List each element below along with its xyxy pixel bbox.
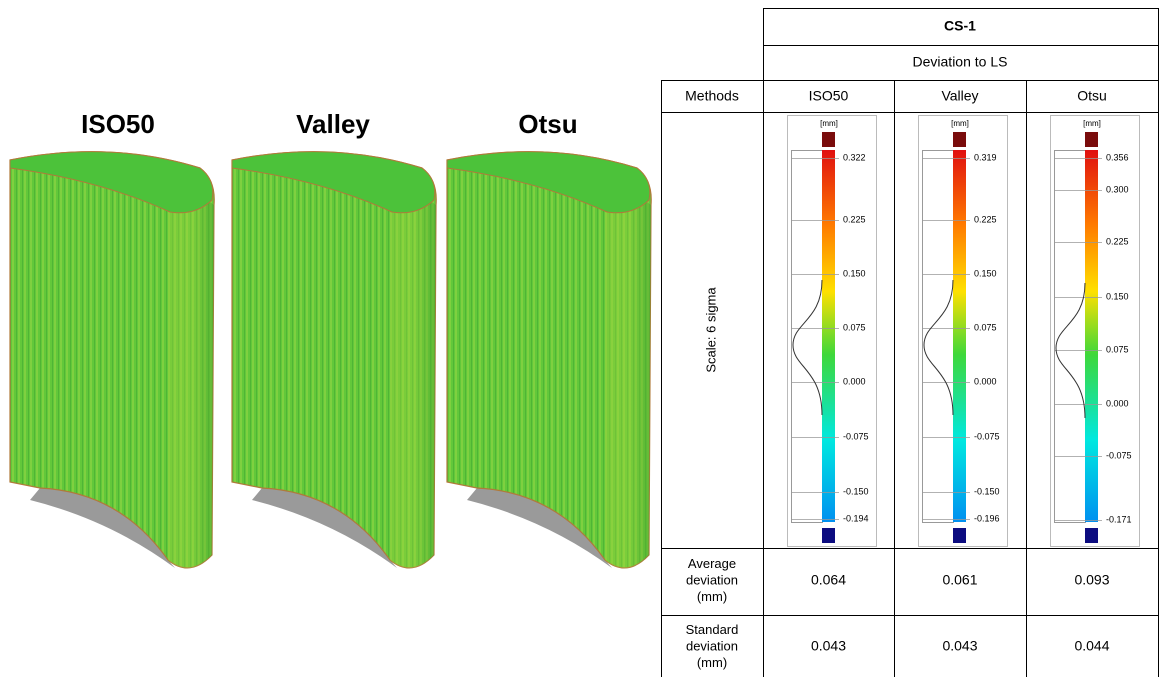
under-range	[953, 528, 966, 543]
blade-label: Valley	[296, 109, 370, 139]
row-label: (mm)	[697, 655, 727, 670]
blade-label: ISO50	[81, 109, 155, 139]
row-label: Scale: 6 sigma	[703, 287, 718, 373]
over-range	[1085, 132, 1098, 147]
color-bar	[953, 150, 966, 522]
scale-label: 0.000	[1106, 398, 1129, 408]
scale-label: 0.150	[843, 268, 866, 278]
results-table: CS-1 Deviation to LS Scale: 6 sigma Meth…	[661, 8, 1159, 677]
scale-unit: [mm]	[951, 119, 969, 128]
cell-value: 0.043	[942, 638, 977, 654]
scale-label: -0.150	[974, 486, 1000, 496]
blade	[447, 152, 651, 568]
scale-label: 0.000	[843, 376, 866, 386]
color-scale: [mm] 0.319 0.225 0.150 0.075 0.000 -0.075 -0.15…	[919, 116, 1008, 547]
blade-cylinder	[390, 196, 436, 568]
row-label: Average	[688, 556, 736, 571]
cell-value: 0.093	[1074, 572, 1109, 588]
color-scale: [mm] 0.322 0.225 0.150 0.075 0.000 -0.075 -0.15…	[788, 116, 877, 547]
scale-label: 0.075	[974, 322, 997, 332]
scale-label: -0.194	[843, 513, 869, 523]
scale-label: 0.225	[843, 214, 866, 224]
scale-label: 0.075	[1106, 344, 1129, 354]
scale-label: -0.075	[1106, 450, 1132, 460]
scale-label: 0.322	[843, 152, 866, 162]
cell-value: 0.064	[811, 572, 846, 588]
scale-label: 0.319	[974, 152, 997, 162]
scale-label: -0.150	[843, 486, 869, 496]
scale-unit: [mm]	[1083, 119, 1101, 128]
scale-label: 0.300	[1106, 184, 1129, 194]
blade	[10, 152, 214, 568]
scale-label: 0.225	[974, 214, 997, 224]
scale-label: -0.196	[974, 513, 1000, 523]
column-header: Methods	[685, 88, 739, 104]
under-range	[1085, 528, 1098, 543]
scale-label: 0.356	[1106, 152, 1129, 162]
row-label: (mm)	[697, 589, 727, 604]
blade-label: Otsu	[518, 109, 577, 139]
column-header: ISO50	[809, 88, 849, 104]
under-range	[822, 528, 835, 543]
row-label: deviation	[686, 638, 738, 653]
scale-label: -0.075	[843, 431, 869, 441]
table-title: CS-1	[944, 18, 976, 34]
column-header: Otsu	[1077, 88, 1107, 104]
scale-label: 0.000	[974, 376, 997, 386]
scale-label: -0.171	[1106, 514, 1132, 524]
over-range	[822, 132, 835, 147]
color-scale: [mm] 0.356 0.300 0.225 0.150 0.075 0.000 -0.075…	[1051, 116, 1140, 547]
blade-cylinder	[605, 196, 651, 568]
row-label: Standard	[686, 622, 739, 637]
blade-cylinder	[168, 196, 214, 568]
figure: CS-1 Deviation to LS Scale: 6 sigma Meth…	[0, 0, 1159, 677]
scale-unit: [mm]	[820, 119, 838, 128]
color-bar	[1085, 150, 1098, 522]
cell-value: 0.044	[1074, 638, 1109, 654]
over-range	[953, 132, 966, 147]
table-subtitle: Deviation to LS	[913, 54, 1008, 70]
cell-value: 0.043	[811, 638, 846, 654]
column-header: Valley	[941, 88, 978, 104]
row-label: deviation	[686, 572, 738, 587]
scale-label: 0.150	[974, 268, 997, 278]
scale-label: 0.150	[1106, 291, 1129, 301]
scale-label: 0.225	[1106, 236, 1129, 246]
scale-label: 0.075	[843, 322, 866, 332]
blade-renders	[10, 152, 651, 568]
cell-value: 0.061	[942, 572, 977, 588]
blade	[232, 152, 436, 568]
scale-label: -0.075	[974, 431, 1000, 441]
color-bar	[822, 150, 835, 522]
